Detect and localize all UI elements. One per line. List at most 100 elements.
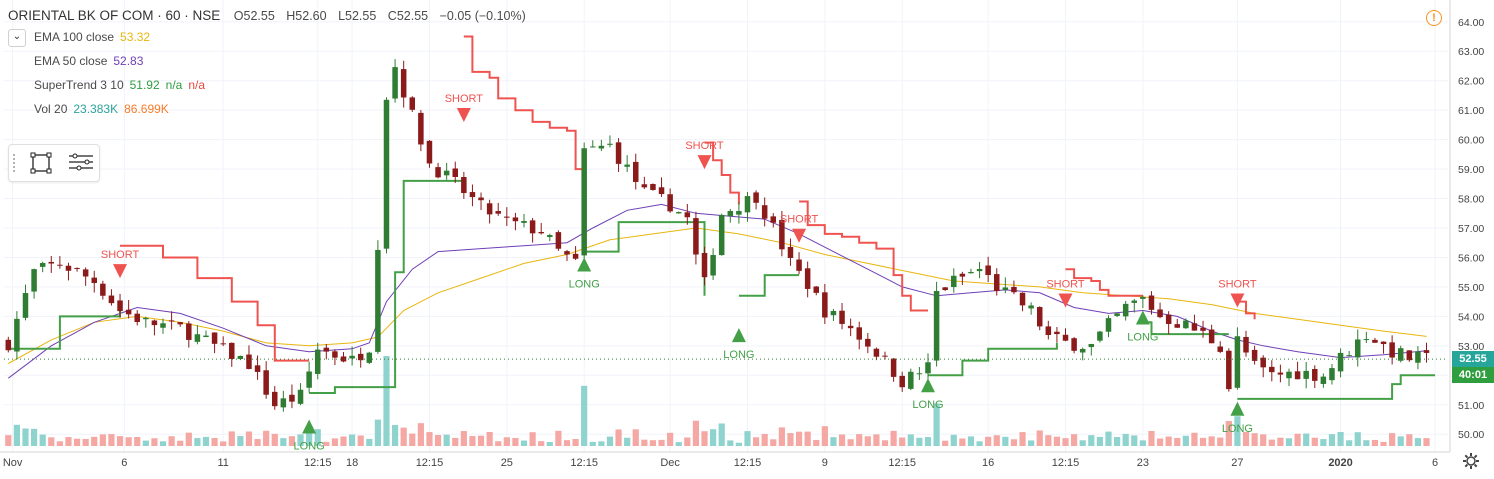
- list-settings-icon[interactable]: [67, 151, 95, 175]
- indicator-row[interactable]: ⌄ EMA 100 close 53.32: [8, 25, 528, 49]
- candle-body: [770, 216, 777, 223]
- candle-body: [1165, 314, 1172, 324]
- volume-bar: [323, 441, 330, 446]
- candle-body: [160, 323, 166, 328]
- candle-body: [873, 348, 880, 357]
- candle-body: [693, 218, 699, 255]
- candle-body: [1054, 331, 1060, 335]
- toolbox-grip[interactable]: [12, 153, 16, 173]
- indicator-row[interactable]: SuperTrend 3 10 51.92 n/a n/a: [8, 73, 528, 97]
- y-tick-label: 60.00: [1458, 135, 1484, 147]
- volume-bar: [383, 356, 390, 446]
- candle-body: [1011, 286, 1017, 293]
- volume-bar: [1062, 438, 1069, 446]
- volume-bar: [787, 433, 794, 446]
- volume-bar: [1354, 432, 1361, 446]
- candle-body: [469, 192, 476, 198]
- volume-bar: [306, 433, 313, 446]
- y-tick-label: 50.00: [1458, 429, 1484, 441]
- volume-bar: [426, 432, 433, 446]
- candle-body: [538, 231, 544, 234]
- candle-body: [1286, 371, 1292, 379]
- short-signal-label: SHORT: [445, 93, 484, 105]
- volume-bar: [770, 439, 777, 446]
- candle-body: [134, 313, 140, 323]
- rectangle-icon[interactable]: [29, 151, 53, 175]
- volume-bar: [65, 437, 72, 446]
- volume-bar: [73, 438, 81, 446]
- open-value: O52.55: [233, 9, 275, 23]
- volume-bar: [108, 434, 115, 446]
- volume-bar: [1002, 436, 1009, 446]
- candle-body: [607, 143, 613, 145]
- volume-bar: [1285, 438, 1293, 446]
- change-value: −0.05 (−0.10%): [439, 9, 526, 23]
- volume-bar: [1346, 440, 1353, 446]
- candle-body: [297, 389, 304, 404]
- volume-bar: [1122, 433, 1129, 446]
- candle-body: [65, 265, 72, 271]
- gear-icon[interactable]: [1462, 452, 1480, 470]
- volume-bar: [667, 432, 674, 446]
- volume-bar: [452, 437, 459, 446]
- symbol-header: ORIENTAL BK OF COM · 60 · NSE O52.55 H52…: [8, 8, 528, 23]
- candle-body: [177, 322, 183, 325]
- y-tick-label: 51.00: [1458, 400, 1484, 412]
- candle-body: [684, 212, 691, 218]
- volume-bar: [1028, 440, 1035, 446]
- candle-body: [830, 310, 837, 316]
- supertrend-down-line: [799, 200, 928, 312]
- symbol-title: ORIENTAL BK OF COM · 60 · NSE: [8, 8, 221, 23]
- candle-body: [1174, 324, 1181, 328]
- short-signal-label: SHORT: [1046, 279, 1085, 291]
- candle-body: [839, 310, 845, 324]
- volume-bar: [710, 429, 717, 446]
- volume-bar: [1199, 437, 1207, 446]
- y-tick-label: 59.00: [1458, 164, 1484, 176]
- candles-layer: [5, 59, 1430, 412]
- volume-bar: [116, 436, 124, 446]
- close-value: C52.55: [387, 9, 429, 23]
- indicator-value: 86.699K: [124, 102, 169, 116]
- volume-bar: [1371, 439, 1379, 446]
- volume-bar: [237, 436, 244, 446]
- candle-body: [91, 277, 98, 284]
- volume-bar: [134, 437, 141, 446]
- candle-body: [925, 362, 931, 374]
- short-signal-label: SHORT: [780, 214, 819, 226]
- volume-bar: [538, 441, 545, 446]
- indicator-row[interactable]: EMA 50 close 52.83: [8, 49, 528, 73]
- long-signal-marker: [577, 257, 592, 272]
- candle-body: [254, 365, 261, 372]
- volume-bar: [391, 424, 399, 446]
- candle-body: [1131, 300, 1138, 303]
- candle-body: [418, 112, 424, 145]
- candle-body: [1260, 357, 1266, 368]
- volume-bar: [168, 436, 175, 446]
- indicator-list: ⌄ EMA 100 close 53.32 EMA 50 close 52.83 Supe…: [8, 25, 528, 121]
- current-price-tag: 52.55: [1452, 351, 1494, 368]
- volume-bar: [39, 434, 46, 446]
- volume-bar: [503, 437, 510, 446]
- bar-countdown-tag: 40:01: [1452, 367, 1494, 384]
- volume-bar: [847, 439, 854, 446]
- volume-bar: [434, 434, 442, 446]
- candle-body: [263, 370, 269, 395]
- volume-bar: [349, 434, 356, 446]
- candle-body: [426, 140, 433, 164]
- volume-bar: [254, 439, 261, 446]
- warning-icon[interactable]: !: [1426, 10, 1442, 26]
- volume-bar: [1363, 440, 1370, 446]
- indicator-row[interactable]: Vol 20 23.383K 86.699K: [8, 97, 528, 121]
- x-tick-label: 12:15: [570, 457, 598, 469]
- volume-bar: [374, 419, 381, 446]
- candle-body: [74, 267, 80, 269]
- volume-bar: [933, 403, 940, 446]
- candle-body: [495, 211, 501, 214]
- chevron-down-icon[interactable]: ⌄: [8, 28, 26, 47]
- candle-body: [968, 271, 974, 274]
- supertrend-down-line: [120, 244, 310, 362]
- volume-bar: [202, 436, 210, 446]
